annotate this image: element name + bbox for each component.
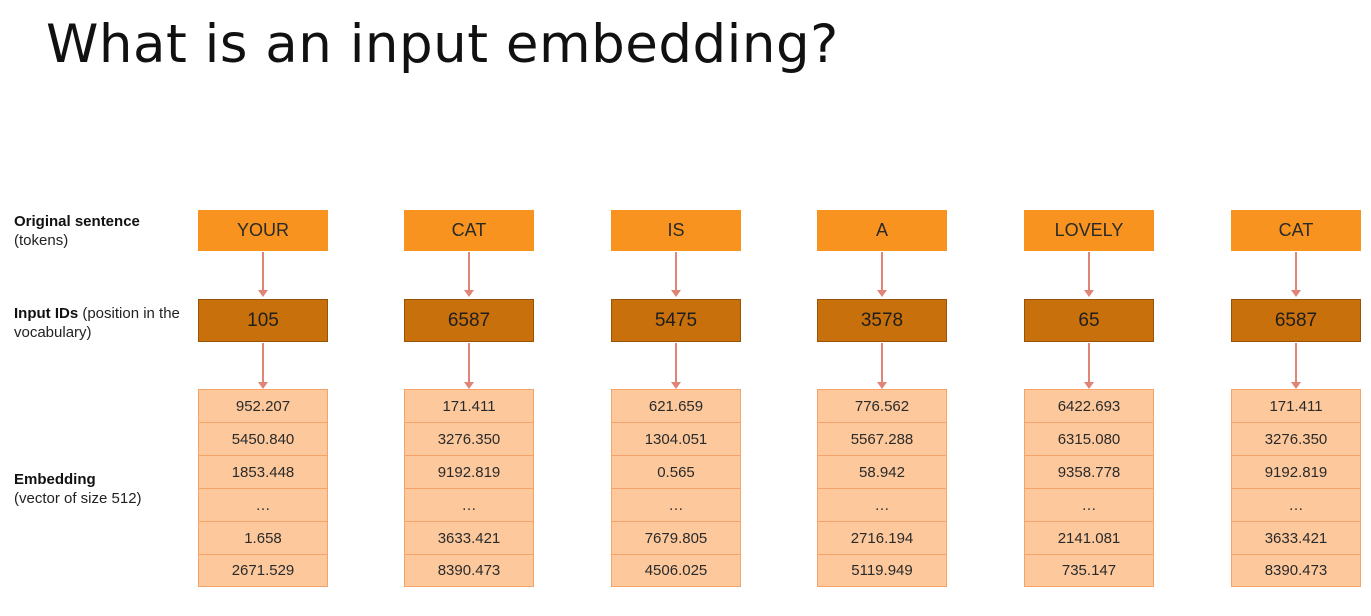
arrow-down-icon <box>258 252 268 297</box>
embedding-value: 3276.350 <box>1232 423 1360 456</box>
embedding-vector: 776.562 5567.288 58.942… 2716.194 5119.949 <box>817 389 947 587</box>
arrow-down-icon <box>1291 252 1301 297</box>
embedding-value: 735.147 <box>1061 562 1117 579</box>
row-label-input-ids-rest: (position in the vocabulary) <box>14 305 180 341</box>
token-box: IS <box>611 210 741 251</box>
token-column: IS 5475 621.659 1304.051 0.565… 7679.805 4506.… <box>611 0 741 616</box>
embedding-value: 58.942 <box>818 456 946 489</box>
embedding-value: 2141.081 <box>1025 522 1153 555</box>
input-id-box: 105 <box>198 299 328 342</box>
embedding-value: … <box>818 489 946 522</box>
embedding-value: 3633.421 <box>405 522 533 555</box>
token-column: A 3578 776.562 5567.288 58.942… 2716.194 5119.… <box>817 0 947 616</box>
embedding-vector: 952.207 5450.840 1853.448… 1.658 2671.529 <box>198 389 328 587</box>
arrow-down-icon <box>464 252 474 297</box>
arrow-down-icon <box>1084 343 1094 389</box>
row-label-input-ids-bold: Input IDs <box>14 305 79 322</box>
embedding-vector: 621.659 1304.051 0.565… 7679.805 4506.025 <box>611 389 741 587</box>
token-column: CAT 6587 171.411 3276.350 9192.819… 3633.421 8… <box>404 0 534 616</box>
row-label-tokens: Original sentence (tokens) <box>14 212 189 250</box>
embedding-value: 1304.051 <box>612 423 740 456</box>
embedding-value: 5119.949 <box>851 562 913 579</box>
row-label-input-ids: Input IDs (position in the vocabulary) <box>14 304 189 342</box>
embedding-value: 7679.805 <box>612 522 740 555</box>
input-id-box: 65 <box>1024 299 1154 342</box>
embedding-value: 1.658 <box>199 522 327 555</box>
row-label-embedding: Embedding (vector of size 512) <box>14 470 189 508</box>
embedding-value: 2671.529 <box>231 562 295 579</box>
arrow-down-icon <box>877 343 887 389</box>
token-column: LOVELY 65 6422.693 6315.080 9358.778… 2141.08… <box>1024 0 1154 616</box>
token-column: CAT 6587 171.411 3276.350 9192.819… 3633.421 8… <box>1231 0 1361 616</box>
embedding-value: 6422.693 <box>1025 390 1153 423</box>
embedding-value: … <box>1025 489 1153 522</box>
token-column: YOUR 105 952.207 5450.840 1853.448… 1.658 2671… <box>198 0 328 616</box>
embedding-value: 8390.473 <box>1264 562 1328 579</box>
arrow-down-icon <box>671 252 681 297</box>
embedding-value: 621.659 <box>612 390 740 423</box>
embedding-value: 3276.350 <box>405 423 533 456</box>
input-id-box: 5475 <box>611 299 741 342</box>
arrow-down-icon <box>671 343 681 389</box>
row-label-embedding-bold: Embedding <box>14 471 96 488</box>
embedding-value: 9192.819 <box>1232 456 1360 489</box>
embedding-value: 952.207 <box>199 390 327 423</box>
row-label-tokens-bold: Original sentence <box>14 213 140 230</box>
input-id-box: 6587 <box>1231 299 1361 342</box>
embedding-vector: 171.411 3276.350 9192.819… 3633.421 8390.473 <box>1231 389 1361 587</box>
embedding-value: 3633.421 <box>1232 522 1360 555</box>
embedding-value: 9192.819 <box>405 456 533 489</box>
slide-title: What is an input embedding? <box>46 14 839 75</box>
embedding-value: 5567.288 <box>818 423 946 456</box>
arrow-down-icon <box>464 343 474 389</box>
embedding-value: 4506.025 <box>644 562 708 579</box>
row-label-embedding-rest: (vector of size 512) <box>14 490 142 507</box>
embedding-value: 171.411 <box>1232 390 1360 423</box>
input-id-box: 3578 <box>817 299 947 342</box>
token-box: CAT <box>1231 210 1361 251</box>
embedding-value: 1853.448 <box>199 456 327 489</box>
input-id-box: 6587 <box>404 299 534 342</box>
embedding-value: … <box>1232 489 1360 522</box>
arrow-down-icon <box>877 252 887 297</box>
token-box: YOUR <box>198 210 328 251</box>
embedding-vector: 171.411 3276.350 9192.819… 3633.421 8390.473 <box>404 389 534 587</box>
embedding-vector: 6422.693 6315.080 9358.778… 2141.081 735.147 <box>1024 389 1154 587</box>
embedding-value: … <box>405 489 533 522</box>
embedding-value: 2716.194 <box>818 522 946 555</box>
embedding-value: 776.562 <box>818 390 946 423</box>
embedding-value: 9358.778 <box>1025 456 1153 489</box>
embedding-value: 6315.080 <box>1025 423 1153 456</box>
embedding-value: 5450.840 <box>199 423 327 456</box>
token-box: CAT <box>404 210 534 251</box>
embedding-value: 171.411 <box>405 390 533 423</box>
token-box: LOVELY <box>1024 210 1154 251</box>
embedding-value: 8390.473 <box>437 562 501 579</box>
row-label-tokens-rest: (tokens) <box>14 232 69 249</box>
arrow-down-icon <box>1291 343 1301 389</box>
token-box: A <box>817 210 947 251</box>
embedding-value: … <box>612 489 740 522</box>
embedding-value: 0.565 <box>612 456 740 489</box>
arrow-down-icon <box>1084 252 1094 297</box>
arrow-down-icon <box>258 343 268 389</box>
embedding-value: … <box>199 489 327 522</box>
